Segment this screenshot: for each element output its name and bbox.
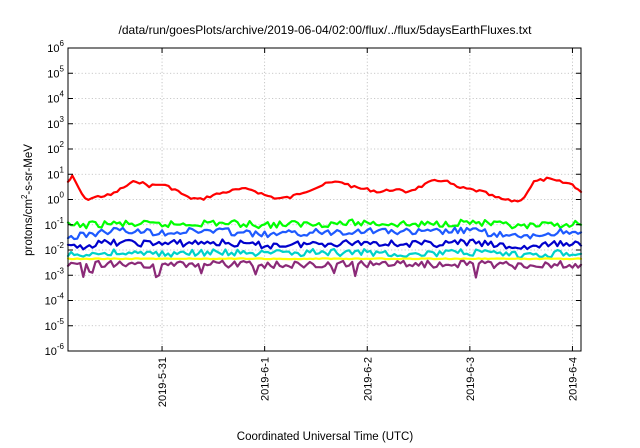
chart-title: /data/run/goesPlots/archive/2019-06-04/0… xyxy=(119,23,533,37)
y-tick-label: 102 xyxy=(47,140,64,156)
y-tick-label: 104 xyxy=(47,90,64,106)
series-line xyxy=(66,248,583,259)
x-tick-label: 2019-6-3 xyxy=(465,357,477,401)
x-tick-labels: 2019-5-31 2019-6-1 2019-6-2 2019-6-3 2019-6-… xyxy=(157,357,579,407)
y-tick-label: 101 xyxy=(47,165,64,181)
series-line xyxy=(66,238,583,251)
x-tick-label: 2019-6-2 xyxy=(362,357,374,401)
y-tick-labels: 10-6 10-5 10-4 10-3 10-2 10-1 100 101 102 103 104 1… xyxy=(45,39,65,358)
x-axis-label: Coordinated Universal Time (UTC) xyxy=(237,431,414,443)
y-tick-label: 106 xyxy=(47,39,64,55)
x-tick-label: 2019-6-4 xyxy=(567,357,579,401)
y-tick-label: 10-6 xyxy=(45,342,65,358)
x-tick-label: 2019-5-31 xyxy=(157,357,169,407)
y-tick-label: 10-4 xyxy=(45,292,65,308)
grid xyxy=(68,48,581,351)
y-tick-label: 100 xyxy=(47,191,64,207)
y-tick-label: 10-5 xyxy=(45,317,65,333)
series-layer xyxy=(66,174,583,279)
y-axis-label-superscript: 2 xyxy=(20,194,29,199)
series-line xyxy=(66,257,583,261)
x-tick-label: 2019-6-1 xyxy=(260,357,272,401)
series-line xyxy=(66,174,583,203)
y-tick-label: 10-1 xyxy=(45,216,65,232)
y-tick-label: 10-2 xyxy=(45,241,65,257)
series-line xyxy=(66,259,583,279)
y-tick-label: 10-3 xyxy=(45,266,65,282)
y-axis-label-units: -s-sr-MeV xyxy=(23,144,35,195)
y-tick-label: 103 xyxy=(47,115,64,131)
series-line xyxy=(66,226,583,241)
series-line xyxy=(66,218,583,230)
ticks xyxy=(68,47,581,352)
y-axis-label-main: protons/cm xyxy=(23,199,35,256)
y-axis-label: protons/cm2-s-sr-MeV xyxy=(20,144,35,256)
y-tick-label: 105 xyxy=(47,64,64,80)
